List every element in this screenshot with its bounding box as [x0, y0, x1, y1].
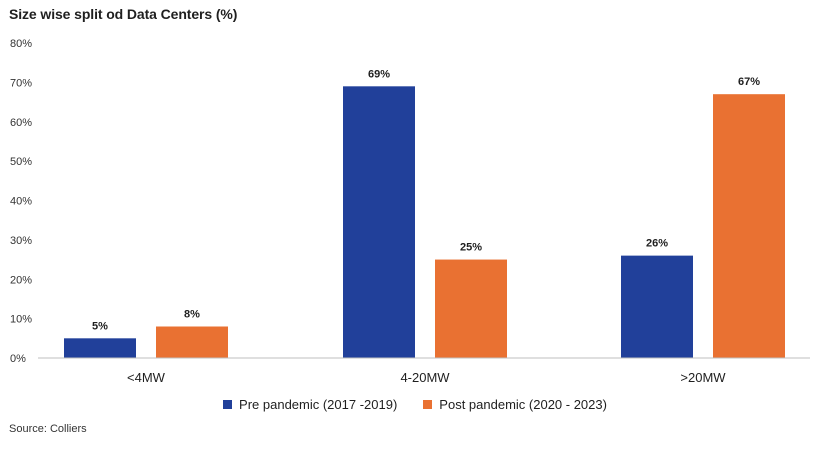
x-tick-label: >20MW [680, 370, 726, 385]
x-tick-label: <4MW [127, 370, 166, 385]
bars [64, 86, 785, 358]
legend-swatch-pre-pandemic [223, 400, 233, 409]
y-tick-label: 50% [10, 156, 32, 168]
legend-item-pre-pandemic: Pre pandemic (2017 -2019) [223, 397, 397, 412]
bar-pre-0 [64, 338, 136, 358]
source-note: Source: Colliers [9, 423, 87, 435]
bar-pre-2 [621, 255, 693, 358]
bar-post-2 [713, 94, 785, 358]
bar-chart: 0% 10% 20% 30% 40% 50% 60% 70% 80% 5% 69% 26% 8% 25%… [10, 38, 810, 385]
legend-label-pre-pandemic: Pre pandemic (2017 -2019) [239, 397, 398, 412]
data-label: 26% [646, 238, 668, 250]
y-tick-label: 80% [10, 38, 32, 50]
y-tick-label: 20% [10, 274, 32, 286]
legend: Pre pandemic (2017 -2019) Post pandemic … [0, 397, 830, 412]
y-tick-label: 60% [10, 117, 32, 129]
bar-pre-1 [343, 86, 415, 358]
y-tick-label: 70% [10, 77, 32, 89]
data-label: 5% [92, 320, 108, 332]
bar-post-1 [435, 259, 507, 358]
y-axis: 0% 10% 20% 30% 40% 50% 60% 70% 80% [10, 38, 32, 365]
y-tick-label: 30% [10, 235, 32, 247]
data-label: 69% [368, 68, 390, 80]
x-axis: <4MW 4-20MW >20MW [127, 370, 726, 385]
data-label: 25% [460, 242, 482, 254]
y-tick-label: 0% [10, 353, 26, 365]
legend-label-post-pandemic: Post pandemic (2020 - 2023) [439, 397, 607, 412]
y-tick-label: 10% [10, 314, 32, 326]
legend-swatch-post-pandemic [423, 400, 433, 409]
y-tick-label: 40% [10, 196, 32, 208]
x-tick-label: 4-20MW [400, 370, 450, 385]
data-label: 67% [738, 76, 760, 88]
data-labels: 5% 69% 26% 8% 25% 67% [92, 68, 760, 332]
chart-title: Size wise split od Data Centers (%) [9, 6, 238, 22]
bar-post-0 [156, 326, 228, 358]
data-label: 8% [184, 309, 200, 321]
legend-item-post-pandemic: Post pandemic (2020 - 2023) [423, 397, 607, 412]
